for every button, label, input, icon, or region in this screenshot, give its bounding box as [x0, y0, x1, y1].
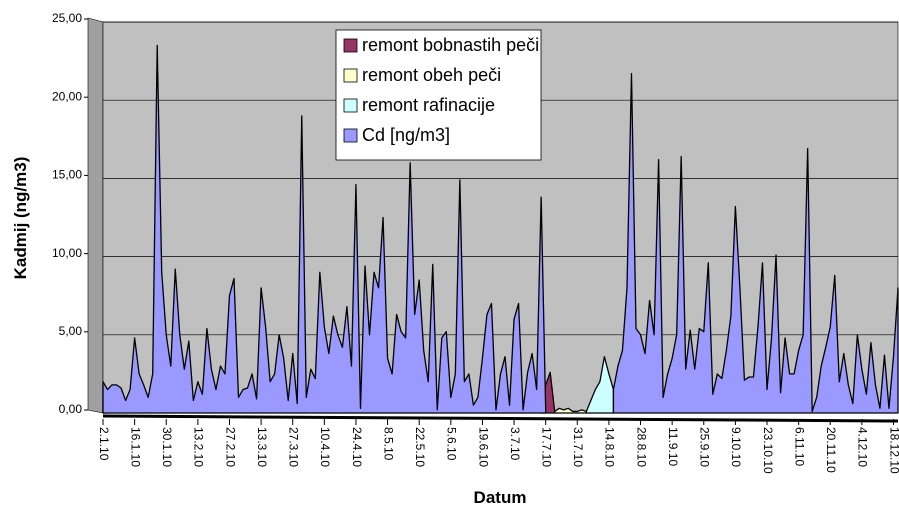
x-axis: 2.1.10 16.1.10 30.1.10 13.2.10 27.2.10 13.3.1…	[97, 414, 899, 474]
x-tick-label: 2.1.10	[97, 427, 111, 461]
x-tick-label: 30.1.10	[160, 427, 174, 467]
x-tick-label: 27.2.10	[223, 427, 237, 467]
x-tick-label: 18.12.10	[887, 427, 899, 474]
legend-label: Cd [ng/m3]	[362, 125, 450, 145]
x-tick-label: 16.1.10	[128, 427, 142, 467]
legend-label: remont bobnastih peči	[362, 35, 539, 55]
x-tick-label: 4.12.10	[856, 427, 870, 467]
x-tick-label: 10.4.10	[318, 427, 332, 467]
x-tick-label: 31.7.10	[571, 427, 585, 467]
x-tick-label: 3.7.10	[508, 427, 522, 461]
legend-swatch	[343, 128, 358, 143]
side-wall	[87, 17, 104, 414]
area	[585, 356, 615, 414]
y-tick-label: 15,00	[52, 168, 82, 182]
x-tick-label: 19.6.10	[476, 427, 490, 467]
legend-swatch	[343, 68, 358, 83]
legend-swatch	[343, 38, 358, 53]
x-tick-label: 9.10.10	[729, 427, 743, 467]
x-axis-title: Datum	[474, 488, 527, 507]
y-tick-label: 25,00	[52, 11, 82, 25]
x-tick-label: 8.5.10	[381, 427, 395, 461]
x-tick-label: 22.5.10	[413, 427, 427, 467]
y-tick-label: 0,00	[59, 402, 83, 416]
y-tick-label: 10,00	[52, 246, 82, 260]
x-tick-label: 24.4.10	[350, 427, 364, 467]
x-tick-label: 25.9.10	[698, 427, 712, 467]
areas	[102, 44, 899, 414]
legend-swatch	[343, 98, 358, 113]
x-tick-label: 5.6.10	[445, 427, 459, 461]
legend-label: remont obeh peči	[362, 65, 501, 85]
legend-label: remont rafinacije	[362, 95, 495, 115]
x-tick-label: 27.3.10	[287, 427, 301, 467]
legend-box	[335, 29, 542, 161]
x-tick-label: 13.2.10	[192, 427, 206, 467]
area	[102, 44, 899, 414]
x-tick-label: 6.11.10	[792, 427, 806, 466]
x-tick-label: 13.3.10	[255, 427, 269, 467]
y-tick-label: 20,00	[52, 89, 82, 103]
x-tick-label: 14.8.10	[603, 427, 617, 467]
x-tick-label: 11.9.10	[666, 427, 680, 466]
x-tick-label: 28.8.10	[634, 427, 648, 467]
x-tick-label: 17.7.10	[539, 427, 553, 467]
x-tick-label: 23.10.10	[761, 427, 775, 474]
y-axis-title: Kadmij (ng/m3)	[11, 157, 30, 280]
x-axis-line	[102, 414, 899, 423]
y-tick-label: 5,00	[59, 324, 83, 338]
legend: remont bobnastih peči remont obeh peči rem…	[335, 29, 542, 161]
x-tick-label: 20.11.10	[824, 427, 838, 473]
